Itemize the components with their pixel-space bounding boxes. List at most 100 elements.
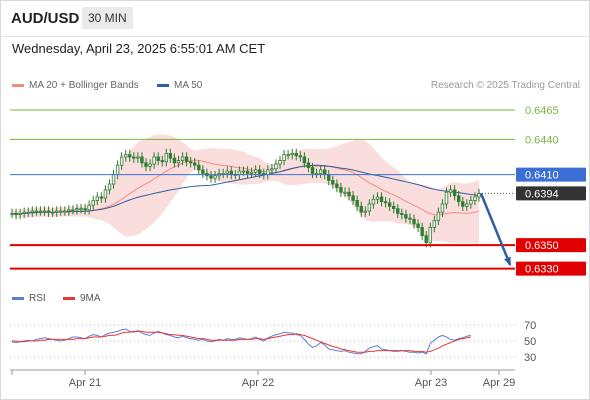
candle-body (448, 189, 453, 193)
candle-body (408, 217, 412, 220)
candle-body (253, 169, 258, 173)
candle-body (99, 196, 104, 199)
candle-body (95, 196, 99, 201)
candle-body (343, 191, 347, 194)
candle-body (327, 174, 331, 181)
legend-ma50: MA 50 (157, 80, 202, 94)
candle-body (160, 160, 164, 163)
level-label: 0.6465 (525, 105, 559, 117)
ma50-label: MA 50 (174, 80, 203, 91)
candle-body (54, 210, 59, 213)
candle-body (379, 196, 384, 203)
candle-body (172, 157, 177, 164)
candle-body (79, 208, 83, 211)
candle-body (396, 208, 400, 214)
candle-body (119, 156, 124, 166)
candle-body (258, 169, 262, 174)
candle-body (428, 227, 432, 244)
candle-body (266, 169, 270, 175)
candle-body (444, 191, 449, 205)
candle-body (107, 183, 112, 191)
candle-body (188, 161, 193, 164)
candle-body (152, 156, 156, 165)
x-tick-label: Apr 22 (242, 377, 274, 389)
candle-body (111, 174, 116, 185)
rsi-line (11, 328, 471, 355)
candle-body (298, 155, 303, 158)
candle-body (34, 210, 39, 213)
candle-body (50, 211, 55, 214)
rsi-level-label: 70 (524, 320, 536, 332)
candle-body (136, 156, 140, 159)
candle-body (209, 175, 213, 179)
level-tag-bg (516, 186, 586, 201)
candle-body (456, 195, 461, 203)
level-tag-bg (516, 167, 586, 182)
candle-body (30, 210, 35, 213)
candle-body (355, 200, 359, 207)
candle-body (10, 212, 14, 215)
candle-body (83, 208, 87, 211)
candle-body (124, 154, 128, 158)
rsi-label: RSI (29, 293, 46, 304)
candle-body (371, 198, 376, 205)
ma50-swatch (157, 83, 169, 87)
candle-body (164, 153, 169, 163)
candle-body (63, 210, 67, 213)
x-tick-label: Apr 21 (69, 377, 101, 389)
rsi-level-label: 50 (524, 336, 536, 348)
candle-body (128, 154, 132, 158)
candle-body (335, 183, 339, 188)
timeframe-button[interactable]: 30 MIN (82, 7, 133, 29)
candle-body (286, 154, 290, 157)
candle-body (359, 205, 363, 213)
candle-body (144, 162, 148, 167)
candle-body (197, 164, 201, 171)
candle-body (318, 169, 323, 174)
ma9-swatch (63, 296, 75, 300)
candle-body (351, 195, 355, 201)
bollinger-band (12, 134, 479, 244)
candle-body (270, 168, 274, 171)
candle-body (241, 170, 246, 173)
candle-body (432, 220, 437, 228)
candle-body (225, 170, 229, 174)
candle-body (71, 209, 75, 212)
candle-body (322, 169, 327, 175)
candle-body (148, 163, 152, 167)
candle-body (310, 167, 315, 174)
symbol-title: AUD/USD (11, 10, 80, 27)
candle-body (473, 196, 477, 201)
forecast-arrow (479, 192, 512, 266)
candle-body (331, 180, 335, 185)
rsi-level-label: 30 (524, 352, 536, 364)
candle-body (59, 210, 63, 213)
ma20-swatch (12, 83, 24, 87)
candle-body (193, 162, 197, 166)
copyright-text: Research © 2025 Trading Central (430, 80, 580, 91)
candle-body (26, 211, 30, 214)
candle-body (180, 156, 185, 161)
legend-ma20: MA 20 + Bollinger Bands (12, 80, 139, 94)
candle-body (274, 163, 278, 170)
candle-body (367, 203, 372, 212)
candle-body (424, 235, 428, 244)
candle-body (363, 210, 367, 213)
candle-body (249, 171, 254, 174)
candle-body (22, 211, 26, 214)
level-tag-bg (516, 238, 586, 253)
candle-body (67, 209, 71, 212)
candle-body (115, 164, 120, 175)
candle-body (302, 156, 307, 164)
candle-body (420, 227, 424, 237)
datetime-label: Wednesday, April 23, 2025 6:55:01 AM CET (12, 41, 266, 56)
candle-body (347, 191, 351, 197)
rsi-ma9-line (12, 330, 471, 353)
candle-body (278, 160, 282, 165)
candle-body (229, 170, 233, 175)
level-label: 0.6410 (525, 170, 559, 182)
candle-body (465, 203, 469, 207)
candle-body (436, 211, 441, 221)
candle-body (245, 170, 250, 174)
candle-body (42, 210, 47, 213)
